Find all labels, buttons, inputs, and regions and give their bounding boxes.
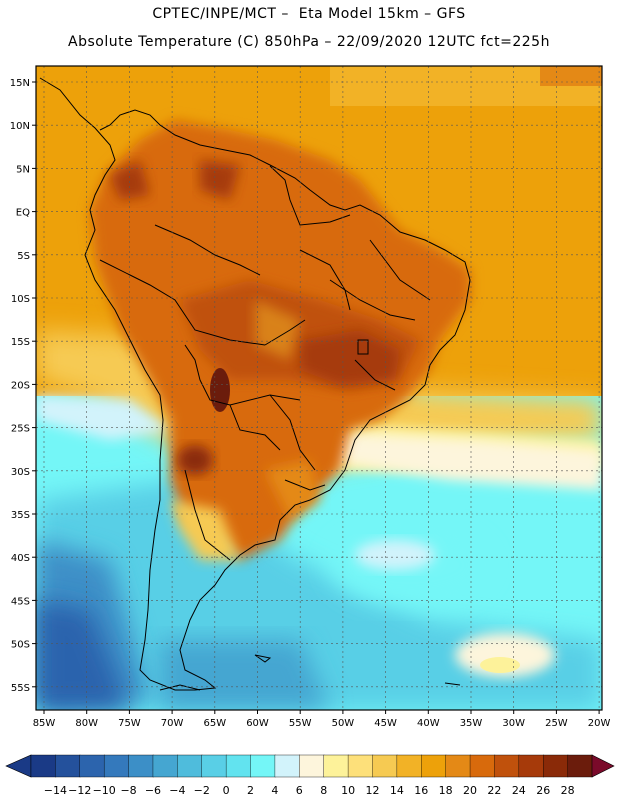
scale-label: −6 [145,784,161,797]
latitude-labels: 15N 10N 5N EQ 5S 10S 15S 20S 25S 30S 35S 40S 45S 50S 5… [10,78,36,694]
lat-label: 15N [10,78,30,89]
scale-swatch [323,754,349,778]
lon-label: 25W [545,718,568,729]
scale-swatch [201,754,227,778]
scale-swatch [177,754,203,778]
lat-label: 20S [11,380,30,391]
lon-label: 40W [417,718,440,729]
lat-label: 15S [11,337,30,348]
coastline [39,77,471,691]
scale-swatch [103,754,130,778]
scale-swatch [347,754,374,778]
scale-swatch [79,754,105,778]
scale-swatch [494,754,520,778]
scale-swatch [396,754,422,778]
scale-label: 0 [223,784,230,797]
scale-swatch [152,754,179,778]
map-frame [35,65,603,711]
scale-label: −2 [194,784,210,797]
lat-label: 5S [17,251,30,262]
scale-label: −14 [44,784,67,797]
lon-label: 30W [502,718,525,729]
scale-swatch [225,754,252,778]
lat-label: 30S [11,467,30,478]
lon-label: 75W [118,718,141,729]
lat-label: 25S [11,424,30,435]
lat-label: 40S [11,553,30,564]
scale-swatch [445,754,471,778]
scale-label: 26 [536,784,550,797]
lat-lon-grid [36,66,602,710]
lon-label: 55W [289,718,312,729]
temperature-field [36,66,602,710]
scale-swatch [128,754,154,778]
scale-label: 28 [561,784,575,797]
title-line-2: Absolute Temperature (C) 850hPa – 22/09/… [68,34,550,50]
scale-label: 16 [414,784,428,797]
lon-label: 20W [588,718,611,729]
scale-label: −12 [68,784,91,797]
scale-label: 20 [463,784,477,797]
lat-label: 10S [11,294,30,305]
lon-label: 80W [75,718,98,729]
scale-label: −4 [169,784,185,797]
lat-label: 10N [10,121,30,132]
scale-label: 2 [247,784,254,797]
scale-swatch [372,754,398,778]
title-line-1: CPTEC/INPE/MCT – Eta Model 15km – GFS [152,6,466,22]
scale-swatch [274,754,301,778]
scale-label: 18 [439,784,453,797]
scale-swatch [469,754,496,778]
scale-swatch [250,754,276,778]
scale-label: 6 [296,784,303,797]
scale-label: −10 [93,784,116,797]
color-scale-bar [5,754,615,778]
scale-swatch [55,754,81,778]
scale-over-arrow [591,754,615,778]
longitude-labels: 85W 80W 75W 70W 65W 60W 55W 50W 45W 40W 35W 30W 25W 2… [33,710,611,729]
scale-label: 24 [512,784,526,797]
lon-label: 85W [33,718,56,729]
lon-label: 65W [203,718,226,729]
lon-label: 35W [460,718,483,729]
scale-label: 4 [271,784,278,797]
lon-label: 50W [332,718,355,729]
scale-label: 8 [320,784,327,797]
scale-label: 22 [487,784,501,797]
scale-swatch [421,754,447,778]
lat-label: 35S [11,510,30,521]
lat-label: EQ [16,208,30,219]
scale-under-arrow [5,754,32,778]
lon-label: 60W [246,718,269,729]
lat-label: 45S [11,596,30,607]
scale-swatch [567,754,593,778]
scale-swatch [30,754,57,778]
scale-label: 10 [341,784,355,797]
lat-label: 55S [11,683,30,694]
scale-swatch [543,754,569,778]
scale-label: 14 [390,784,404,797]
lat-label: 5N [16,164,30,175]
lon-label: 70W [161,718,184,729]
scale-label: 12 [365,784,379,797]
scale-label: −8 [120,784,136,797]
color-scale-labels: −14 −12 −10 −8 −6 −4 −2 0 2 4 6 8 10 12 14 16 18 20 22 24 26… [44,784,575,797]
lat-label: 50S [11,640,30,651]
scale-swatch [518,754,544,778]
lon-label: 45W [374,718,397,729]
scale-swatch [299,754,325,778]
